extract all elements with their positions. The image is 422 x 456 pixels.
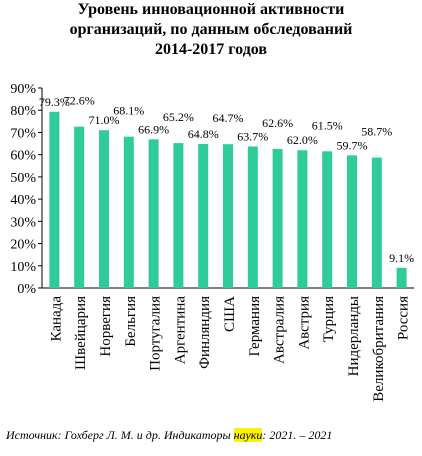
x-tick-label: Канада [48,296,64,342]
bar [247,146,258,288]
bar [74,126,85,289]
chart-title-line-3: 2014-2017 годов [154,41,268,58]
source-highlight: науки [233,428,263,442]
data-label: 79.3% [39,95,70,109]
bar [347,155,357,288]
y-tick-label: 10% [10,260,36,275]
x-tick-label: Нидерланды [346,296,362,376]
x-tick-label: Турция [321,296,337,342]
data-label: 62.6% [262,116,293,130]
data-label: 71.0% [89,113,120,127]
bar-chart: 0% 10% 20% 30% 40% 50% 60% 70% 80% 90%79.3% Канада… [10,82,414,402]
bar [272,148,283,288]
bar [123,136,134,288]
bar [99,130,109,288]
bar [173,143,184,288]
data-label: 66.9% [138,122,169,136]
y-tick-label: 30% [10,215,36,230]
chart-title-line-2: организаций, по данным обследований [69,21,353,38]
x-tick-label: США [222,296,238,332]
data-label: 9.1% [389,251,414,265]
data-label: 63.7% [237,129,268,143]
x-tick-label: Германия [247,296,263,357]
x-tick-label: Финляндия [197,296,213,369]
data-label: 68.1% [113,104,144,118]
x-tick-label: Аргентина [172,296,188,365]
x-tick-label: Швейцария [73,296,89,370]
data-label: 62.0% [287,133,318,147]
y-tick-label: 20% [10,238,36,253]
bar [396,267,407,288]
bar [297,150,308,288]
chart-title: Уровень инновационной активности организ… [0,0,422,60]
x-tick-label: Великобритания [371,296,387,402]
y-tick-label: 50% [10,171,36,186]
x-tick-label: Португалия [148,296,164,371]
source-suffix: : 2021. – 2021 [262,428,333,442]
chart-title-line-1: Уровень инновационной активности [77,1,345,18]
data-label: 61.5% [312,118,343,132]
y-tick-label: 40% [10,193,36,208]
bar [371,157,382,288]
bar [148,139,159,288]
data-label: 65.2% [163,110,194,124]
y-tick-label: 80% [10,104,36,119]
x-tick-label: Норвегия [98,296,114,357]
x-tick-label: Австралия [272,296,288,364]
bar [223,144,233,288]
data-label: 64.8% [188,127,219,141]
x-tick-label: Россия [396,296,412,340]
bar [322,151,333,288]
data-label: 59.7% [337,138,368,152]
y-tick-label: 60% [10,149,36,164]
source-caption: Источник: Гохберг Л. М. и др. Индикаторы… [6,428,332,443]
data-label: 64.7% [213,111,244,125]
y-tick-label: 0% [17,282,36,297]
y-tick-label: 70% [10,126,36,141]
bar [198,144,209,288]
x-tick-label: Бельгия [123,296,139,347]
data-label: 58.7% [361,125,392,139]
x-tick-label: Австрия [296,296,312,350]
data-label: 72.6% [64,94,95,108]
bar [49,111,60,289]
y-tick-label: 90% [10,82,36,97]
source-prefix: Источник: Гохберг Л. М. и др. Индикаторы [6,428,234,442]
